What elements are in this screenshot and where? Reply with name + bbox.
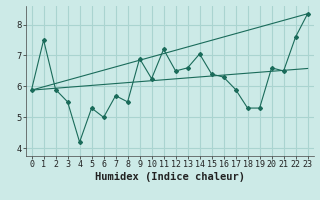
X-axis label: Humidex (Indice chaleur): Humidex (Indice chaleur) xyxy=(95,172,244,182)
